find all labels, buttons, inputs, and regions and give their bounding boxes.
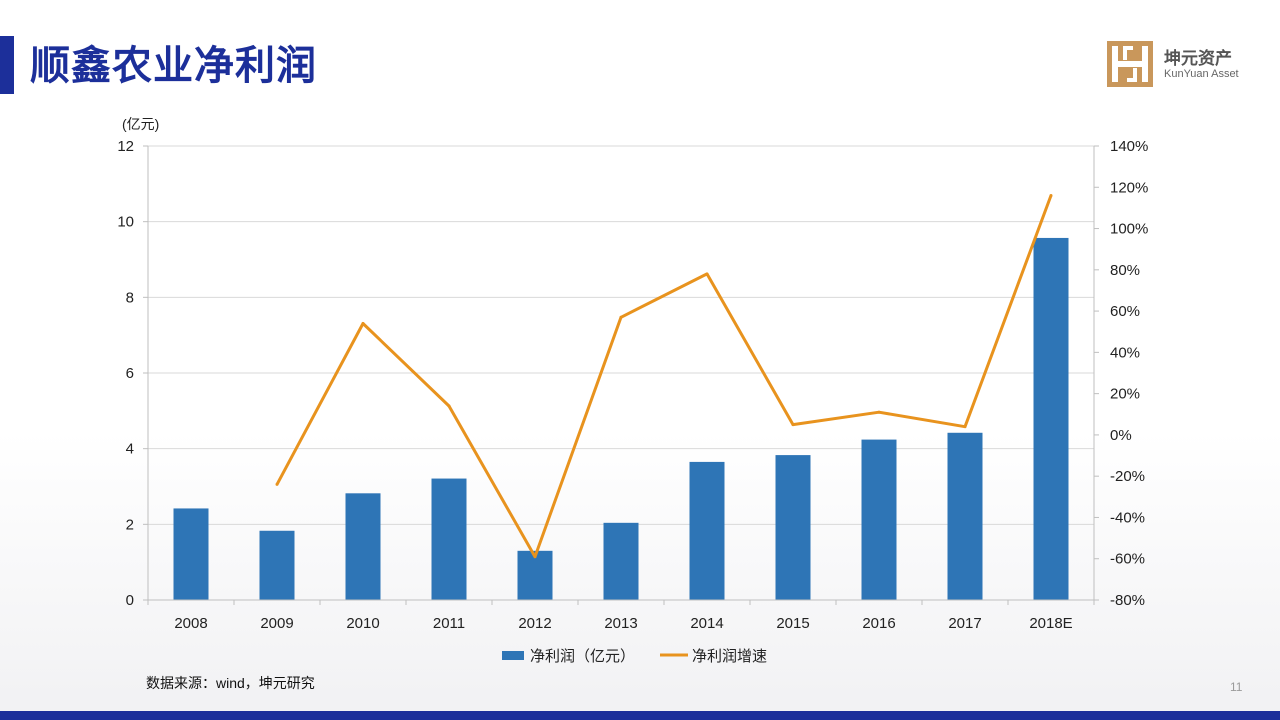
y-axis-unit-label: (亿元)	[122, 116, 159, 132]
y-axis-tick-label: 12	[117, 138, 134, 155]
x-axis-tick-label: 2009	[260, 615, 293, 632]
slide-title: 顺鑫农业净利润	[30, 44, 317, 88]
growth-point-2017	[963, 425, 967, 429]
y2-axis-tick-label: -60%	[1110, 551, 1145, 568]
growth-point-2018E	[1049, 194, 1053, 198]
y2-axis-tick-label: 0%	[1110, 427, 1132, 444]
brand-subtitle: KunYuan Asset	[1164, 68, 1239, 80]
growth-point-2015	[791, 423, 795, 427]
growth-point-2009	[275, 482, 279, 486]
bar-2013	[603, 522, 639, 600]
y-axis-tick-label: 0	[126, 592, 134, 609]
y2-axis-tick-label: 100%	[1110, 221, 1148, 238]
y-axis-tick-label: 8	[126, 289, 134, 306]
bar-2018E	[1033, 237, 1069, 600]
bar-2015	[775, 455, 811, 600]
growth-point-2014	[705, 272, 709, 276]
title-accent-bar	[0, 36, 14, 94]
x-axis-tick-label: 2011	[433, 615, 465, 632]
y2-axis-tick-label: 140%	[1110, 138, 1148, 155]
bar-2012	[517, 550, 553, 600]
growth-point-2011	[447, 404, 451, 408]
footer-bar	[0, 711, 1280, 720]
y2-axis-tick-label: -20%	[1110, 468, 1145, 485]
bar-2008	[173, 508, 209, 600]
legend-label-net-profit: 净利润（亿元）	[530, 648, 635, 665]
data-source-note: 数据来源：wind，坤元研究	[146, 675, 315, 691]
growth-point-2012	[533, 555, 537, 559]
y2-axis-tick-label: 60%	[1110, 303, 1140, 320]
legend-label-growth: 净利润增速	[692, 648, 767, 665]
x-axis-tick-label: 2015	[776, 615, 809, 632]
y-axis-tick-label: 4	[126, 441, 134, 458]
legend: 净利润（亿元） 净利润增速	[502, 648, 767, 665]
brand-logo: 坤元资产 KunYuan Asset	[1106, 38, 1266, 88]
brand-name: 坤元资产	[1164, 49, 1232, 68]
growth-line	[275, 194, 1053, 559]
x-axis-tick-label: 2013	[604, 615, 637, 632]
x-axis-tick-label: 2018E	[1029, 615, 1072, 632]
x-axis-tick-label: 2012	[518, 615, 551, 632]
x-axis-tick-label: 2010	[346, 615, 379, 632]
y-axis-tick-label: 6	[126, 365, 134, 382]
y2-axis-tick-label: -80%	[1110, 592, 1145, 609]
page-number: 11	[1230, 680, 1243, 694]
x-axis-tick-label: 2017	[948, 615, 981, 632]
y2-axis-tick-label: 40%	[1110, 344, 1140, 361]
bar-2016	[861, 439, 897, 600]
growth-point-2010	[361, 321, 365, 325]
bar-2009	[259, 530, 295, 600]
kunyuan-logo-icon	[1107, 41, 1153, 87]
bar-2017	[947, 432, 983, 600]
x-axis-tick-label: 2008	[174, 615, 207, 632]
y-axis-tick-label: 10	[117, 214, 134, 231]
x-axis-tick-label: 2016	[862, 615, 895, 632]
y2-axis-tick-label: 120%	[1110, 179, 1148, 196]
bar-2011	[431, 478, 467, 600]
y2-axis-tick-label: 20%	[1110, 386, 1140, 403]
x-axis-tick-label: 2014	[690, 615, 723, 632]
y-axis-tick-label: 2	[126, 516, 134, 533]
y2-axis-tick-label: -40%	[1110, 509, 1145, 526]
growth-point-2016	[877, 410, 881, 414]
legend-swatch-net-profit	[502, 651, 524, 660]
bar-2014	[689, 461, 725, 600]
growth-point-2013	[619, 315, 623, 319]
y2-axis-tick-label: 80%	[1110, 262, 1140, 279]
bar-2010	[345, 493, 381, 600]
